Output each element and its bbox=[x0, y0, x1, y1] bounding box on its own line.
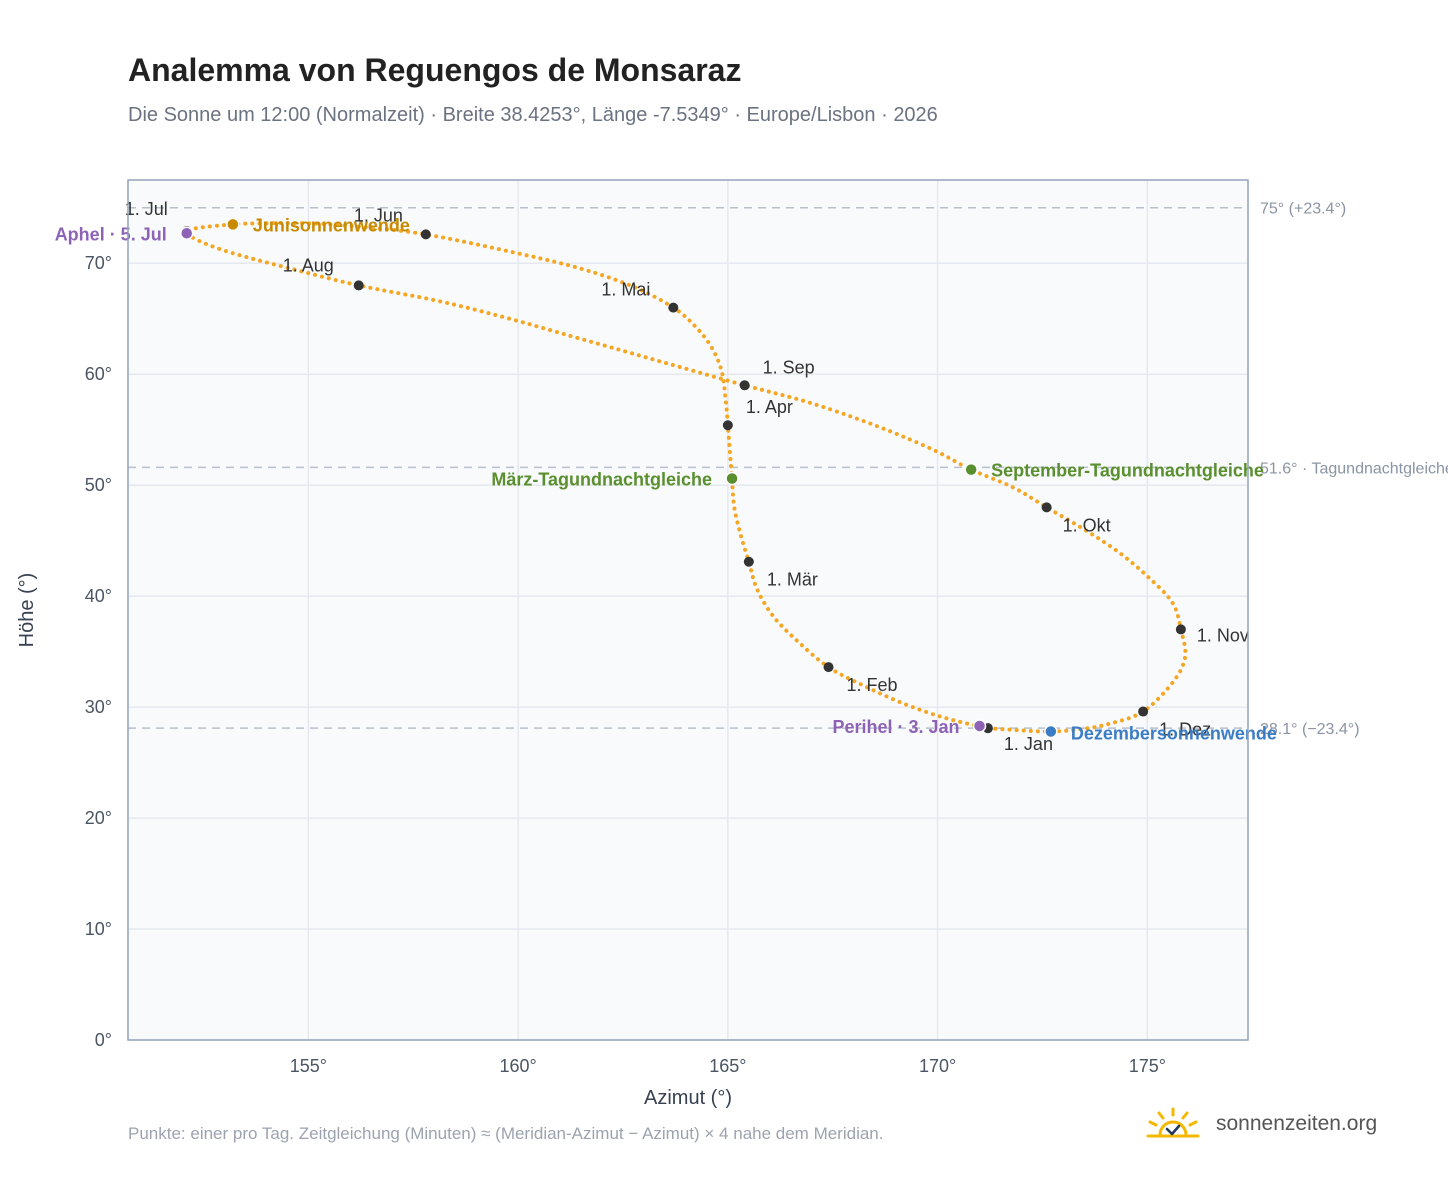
y-tick-label: 20° bbox=[85, 808, 112, 828]
y-tick-label: 40° bbox=[85, 586, 112, 606]
sun-check-icon bbox=[1146, 1107, 1200, 1138]
x-tick-label: 155° bbox=[290, 1056, 327, 1076]
analemma-daily-dots bbox=[183, 220, 1188, 734]
month-label: 1. Mär bbox=[767, 570, 818, 590]
month-marker bbox=[1138, 706, 1149, 717]
month-label: 1. Apr bbox=[746, 397, 793, 417]
month-label: 1. Jan bbox=[1004, 734, 1053, 754]
month-label: 1. Mai bbox=[601, 280, 650, 300]
x-axis-label: Azimut (°) bbox=[644, 1087, 732, 1109]
plot-background bbox=[128, 180, 1248, 1040]
footnote: Punkte: einer pro Tag. Zeitgleichung (Mi… bbox=[128, 1124, 884, 1143]
y-tick-label: 70° bbox=[85, 253, 112, 273]
month-label: 1. Dez bbox=[1159, 720, 1211, 740]
month-label: 1. Jun bbox=[354, 205, 403, 225]
month-marker bbox=[823, 662, 834, 673]
event-label: Aphel · 5. Jul bbox=[55, 224, 167, 244]
month-marker bbox=[739, 380, 750, 391]
event-label: Dezembersonnenwende bbox=[1071, 724, 1277, 744]
x-tick-label: 170° bbox=[919, 1056, 956, 1076]
brand-name[interactable]: sonnenzeiten.org bbox=[1216, 1112, 1378, 1135]
x-tick-label: 160° bbox=[499, 1056, 536, 1076]
month-markers: 1. Jan 1. Feb 1. Mär 1. Apr 1. Mai 1. Jun 1. J… bbox=[125, 199, 1249, 754]
axis-layer: 155° 160° 165° 170° 175° 0° 10° 20° 30° 40° 50° 60°… bbox=[85, 253, 1166, 1076]
month-marker bbox=[420, 229, 431, 240]
month-marker bbox=[668, 302, 679, 313]
y-tick-label: 30° bbox=[85, 697, 112, 717]
event-marker bbox=[179, 226, 194, 241]
month-label: 1. Aug bbox=[283, 255, 334, 275]
y-tick-label: 10° bbox=[85, 919, 112, 939]
brand[interactable]: sonnenzeiten.org bbox=[1146, 1102, 1377, 1146]
event-marker bbox=[964, 462, 978, 477]
reference-line-label: 75° (+23.4°) bbox=[1260, 201, 1346, 218]
chart-title: Analemma von Reguengos de Monsaraz bbox=[128, 52, 742, 88]
plot-frame bbox=[127, 179, 1249, 1041]
month-marker bbox=[743, 556, 754, 567]
y-tick-label: 60° bbox=[85, 364, 112, 384]
event-label: Junisonnenwende bbox=[253, 215, 410, 235]
month-label: 1. Okt bbox=[1063, 515, 1111, 535]
month-label: 1. Jul bbox=[125, 199, 168, 219]
month-marker bbox=[722, 420, 733, 431]
month-marker bbox=[1041, 502, 1052, 513]
event-marker bbox=[725, 471, 739, 486]
month-label: 1. Sep bbox=[763, 357, 815, 377]
event-label: Perihel · 3. Jan bbox=[832, 717, 959, 737]
reference-lines: 75° (+23.4°) 51.6° · Tagundnachtgleiche 28… bbox=[128, 201, 1448, 738]
event-marker bbox=[972, 719, 987, 733]
month-label: 1. Nov bbox=[1197, 625, 1249, 645]
month-marker bbox=[1175, 624, 1186, 635]
y-axis-label: Höhe (°) bbox=[16, 573, 38, 648]
event-markers: Junisonnenwende Aphel · 5. Jul März-Tagund… bbox=[55, 215, 1277, 743]
y-tick-label: 0° bbox=[95, 1030, 112, 1050]
x-tick-label: 175° bbox=[1129, 1056, 1166, 1076]
event-marker bbox=[1044, 724, 1058, 739]
month-marker bbox=[353, 280, 364, 291]
event-label: März-Tagundnachtgleiche bbox=[491, 470, 712, 490]
month-label: 1. Feb bbox=[847, 675, 898, 695]
analemma-path bbox=[183, 220, 1188, 734]
event-label: September-Tagundnachtgleiche bbox=[991, 461, 1264, 481]
y-tick-label: 50° bbox=[85, 475, 112, 495]
reference-line-label: 51.6° · Tagundnachtgleiche bbox=[1260, 460, 1448, 477]
chart-subtitle: Die Sonne um 12:00 (Normalzeit) · Breite… bbox=[128, 104, 938, 126]
event-marker bbox=[226, 217, 240, 232]
reference-line-label: 28.1° (−23.4°) bbox=[1260, 721, 1360, 738]
x-tick-label: 165° bbox=[709, 1056, 746, 1076]
